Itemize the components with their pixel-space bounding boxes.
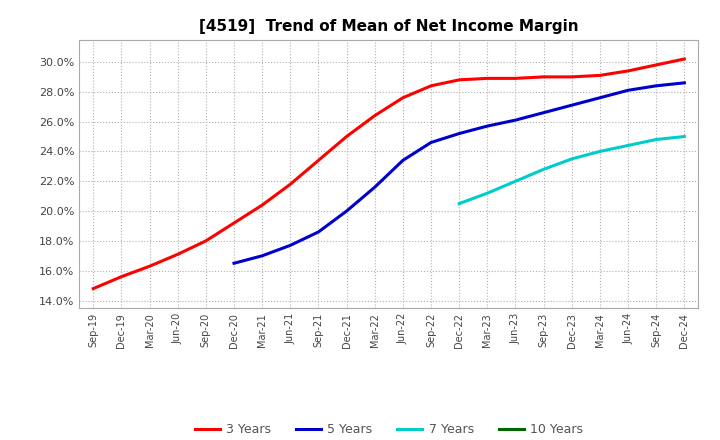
3 Years <box>286 182 294 187</box>
5 Years <box>595 95 604 100</box>
5 Years <box>652 83 660 88</box>
3 Years <box>539 74 548 80</box>
3 Years <box>145 264 154 269</box>
3 Years <box>117 274 126 279</box>
3 Years <box>511 76 520 81</box>
7 Years <box>483 191 492 196</box>
Line: 7 Years: 7 Years <box>459 136 684 204</box>
Legend: 3 Years, 5 Years, 7 Years, 10 Years: 3 Years, 5 Years, 7 Years, 10 Years <box>189 418 588 440</box>
7 Years <box>567 156 576 161</box>
5 Years <box>370 185 379 190</box>
5 Years <box>455 131 464 136</box>
3 Years <box>595 73 604 78</box>
7 Years <box>652 137 660 142</box>
3 Years <box>455 77 464 83</box>
7 Years <box>595 149 604 154</box>
5 Years <box>286 243 294 248</box>
3 Years <box>567 74 576 80</box>
3 Years <box>680 56 688 62</box>
7 Years <box>511 179 520 184</box>
Line: 3 Years: 3 Years <box>94 59 684 289</box>
5 Years <box>680 80 688 85</box>
7 Years <box>680 134 688 139</box>
5 Years <box>483 124 492 129</box>
3 Years <box>427 83 436 88</box>
Line: 5 Years: 5 Years <box>234 83 684 263</box>
5 Years <box>342 209 351 214</box>
7 Years <box>539 167 548 172</box>
7 Years <box>455 201 464 206</box>
5 Years <box>567 103 576 108</box>
7 Years <box>624 143 632 148</box>
3 Years <box>624 68 632 73</box>
3 Years <box>89 286 98 291</box>
5 Years <box>624 88 632 93</box>
3 Years <box>314 158 323 163</box>
Title: [4519]  Trend of Mean of Net Income Margin: [4519] Trend of Mean of Net Income Margi… <box>199 19 579 34</box>
3 Years <box>230 220 238 226</box>
3 Years <box>202 238 210 244</box>
3 Years <box>399 95 408 100</box>
3 Years <box>652 62 660 68</box>
3 Years <box>258 202 266 208</box>
3 Years <box>483 76 492 81</box>
5 Years <box>539 110 548 115</box>
5 Years <box>258 253 266 258</box>
3 Years <box>370 113 379 118</box>
5 Years <box>427 140 436 145</box>
5 Years <box>230 260 238 266</box>
5 Years <box>511 117 520 123</box>
3 Years <box>342 134 351 139</box>
3 Years <box>174 252 182 257</box>
5 Years <box>399 158 408 163</box>
5 Years <box>314 229 323 235</box>
